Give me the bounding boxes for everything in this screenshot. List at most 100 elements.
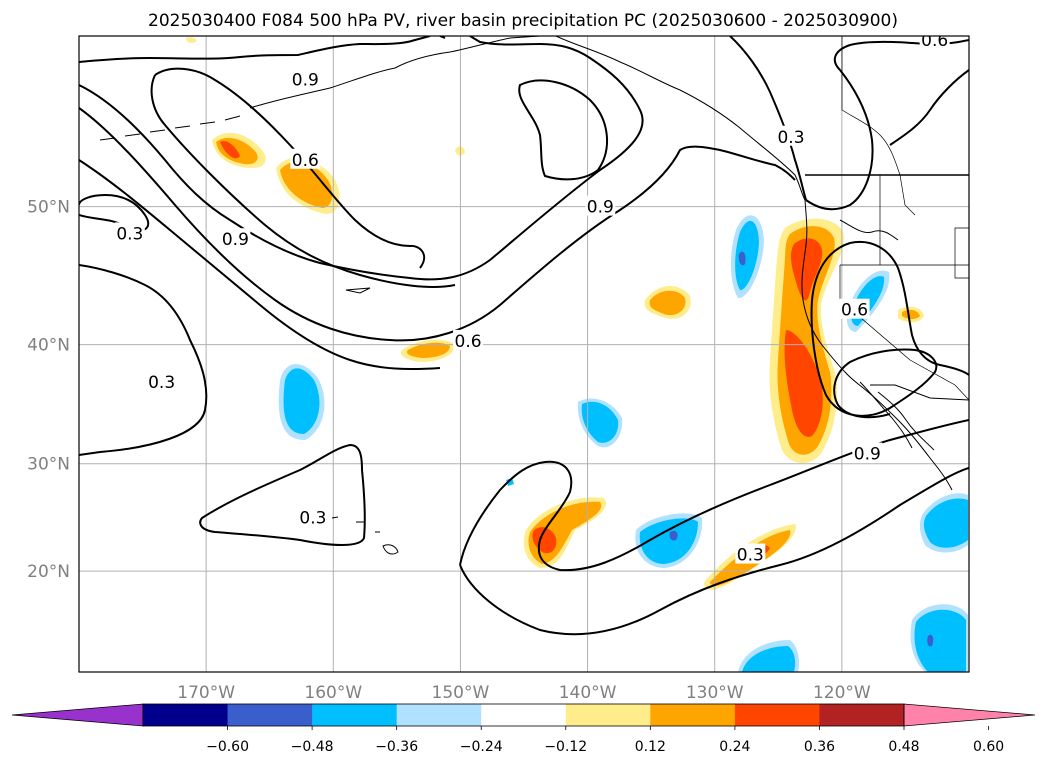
colorbar-segment — [819, 704, 905, 726]
longitude-tick-label: 130°W — [686, 683, 744, 703]
contour-label: 0.6 — [841, 301, 868, 321]
precip-negative-region — [581, 401, 619, 443]
pv-contour — [79, 36, 431, 63]
contour-label: 0.9 — [222, 230, 249, 250]
precip-negative-region — [735, 220, 759, 291]
colorbar: −0.60 −0.48 −0.36 −0.24 −0.12 0.12 0.24 0.36 0.4… — [11, 703, 1036, 755]
contour-label: 0.9 — [587, 198, 614, 218]
figure-title: 2025030400 F084 500 hPa PV, river basin … — [148, 11, 898, 31]
latitude-tick-label: 20°N — [27, 562, 70, 582]
precip-positive-region — [784, 330, 823, 437]
border-us-mexico — [870, 384, 969, 401]
contour-label-bg — [839, 298, 870, 319]
precip-positive-region — [790, 238, 823, 301]
contour-label: 0.3 — [777, 128, 804, 148]
pv-contour — [810, 299, 938, 419]
colorbar-tick-label: 0.36 — [804, 739, 835, 755]
colorbar-tick-label: −0.48 — [291, 739, 334, 755]
colorbar-segment — [734, 704, 820, 726]
map-gridlines — [79, 36, 969, 672]
coastline-aleutians — [99, 115, 241, 141]
contour-label-bg — [290, 68, 321, 89]
coastline-baja — [859, 381, 935, 451]
colorbar-segment — [312, 704, 398, 726]
contour-label: 0.3 — [299, 508, 326, 528]
colorbar-segment — [565, 704, 651, 726]
precip-negative-region — [738, 251, 746, 266]
colorbar-segment — [227, 704, 313, 726]
contour-label-bg — [585, 195, 616, 216]
contour-label-bg — [453, 329, 484, 350]
pv-contour — [199, 443, 366, 546]
contour-label-bg — [919, 36, 950, 49]
longitude-tick-label: 170°W — [177, 683, 235, 703]
latitude-labels: 20°N 30°N 40°N 50°N — [27, 198, 70, 583]
colorbar-tick-label: 0.24 — [719, 739, 750, 755]
precip-positive-region — [649, 290, 686, 316]
colorbar-tick-label: 0.60 — [973, 739, 1004, 755]
pv-contour — [459, 419, 969, 572]
contour-label: 0.6 — [292, 151, 319, 171]
colorbar-outline — [142, 703, 905, 727]
precip-negative-region — [506, 478, 514, 486]
contour-label: 0.6 — [455, 332, 482, 352]
colorbar-segment — [143, 704, 229, 726]
pv-contour — [79, 193, 150, 232]
map-background — [79, 36, 969, 672]
longitude-tick-label: 160°W — [304, 683, 362, 703]
pv-contour — [889, 69, 969, 146]
precip-negative-region — [923, 498, 968, 548]
contour-label-bg — [114, 222, 145, 243]
colorbar-segment — [396, 704, 482, 726]
pv-contour — [79, 159, 441, 371]
colorbar-tick-label: −0.36 — [375, 739, 418, 755]
pv-contour — [150, 74, 456, 288]
coastline-mainland — [839, 219, 899, 241]
latitude-tick-label: 50°N — [27, 198, 70, 218]
precip-positive-region — [186, 37, 197, 43]
colorbar-tick-label: −0.60 — [206, 739, 249, 755]
latitude-tick-label: 30°N — [27, 455, 70, 475]
colorbar-tick-label: −0.24 — [460, 739, 503, 755]
pv-contour — [79, 107, 796, 342]
border-canada-alaska — [841, 36, 901, 176]
contour-label: 0.3 — [116, 224, 143, 244]
colorbar-extend-max — [903, 703, 1036, 727]
colorbar-tick-label: 0.48 — [888, 739, 919, 755]
map-frame — [78, 35, 970, 673]
pv-contour — [154, 67, 426, 269]
contour-label-bg — [735, 543, 766, 564]
pv-contours — [79, 36, 969, 636]
coastline-west-coast — [801, 199, 953, 491]
contour-label-bg — [297, 506, 328, 527]
colorbar-extend-min — [11, 703, 144, 727]
contour-label-bg — [852, 442, 883, 463]
precip-negative-region — [639, 518, 698, 564]
coastline-hawaii — [331, 516, 399, 555]
longitude-tick-label: 150°W — [432, 683, 490, 703]
coastlines — [99, 36, 953, 555]
pv-contour — [811, 240, 969, 376]
contour-label: 0.6 — [921, 31, 948, 51]
map-content: 0.9 0.6 0.3 0.9 0.3 0.6 0.9 0.3 0.6 0.6 0.9 0.3 0.3 — [79, 31, 969, 672]
pv-contour — [729, 36, 807, 201]
latitude-tick-label: 40°N — [27, 336, 70, 356]
pv-contour — [79, 36, 644, 281]
contour-label-bg — [776, 125, 806, 146]
contour-label: 0.9 — [854, 445, 881, 465]
pv-contour — [459, 467, 969, 636]
precip-negative-region — [927, 634, 934, 647]
colorbar-tick-label: −0.12 — [544, 739, 587, 755]
precip-negative-region — [283, 368, 320, 434]
longitude-tick-label: 140°W — [559, 683, 617, 703]
coastline-alaska — [249, 36, 806, 201]
precip-positive-region — [220, 140, 240, 159]
coastline-island — [345, 287, 371, 294]
precip-negative-region — [742, 646, 796, 672]
precip-negative-region — [914, 609, 966, 672]
contour-label: 0.3 — [737, 546, 764, 566]
colorbar-segment — [650, 704, 736, 726]
longitude-labels: 170°W 160°W 150°W 140°W 130°W 120°W — [177, 683, 871, 703]
